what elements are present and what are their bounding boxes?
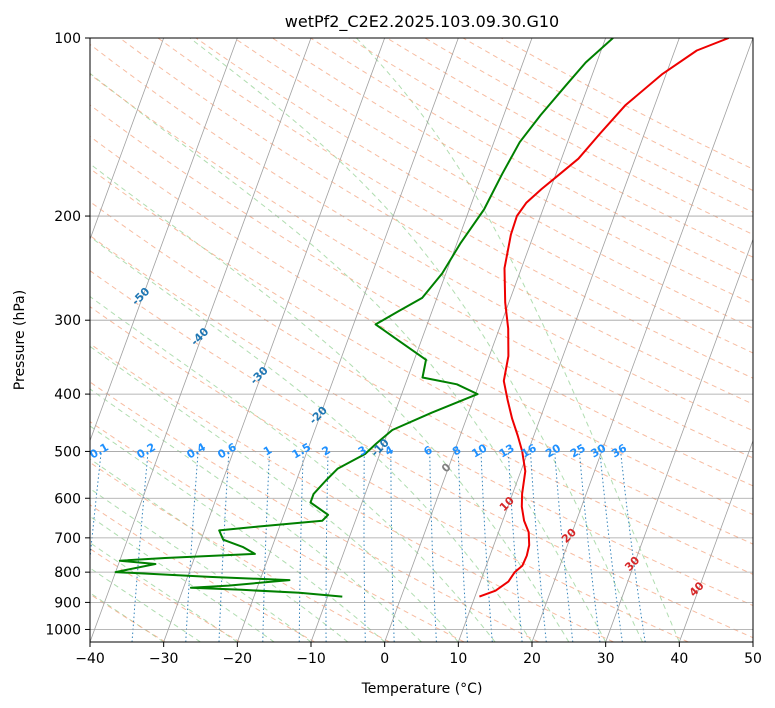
isotherm-line (310, 38, 533, 642)
isotherm-line (90, 38, 165, 241)
moist-adiabat (90, 163, 570, 642)
moist-adiabat (90, 592, 164, 642)
dewpoint-profile (114, 38, 614, 598)
y-tick-label: 700 (54, 531, 81, 547)
temperature-profile (479, 38, 730, 598)
moist-adiabat (90, 425, 386, 642)
mixing-ratio-lines (90, 451, 646, 642)
sounding-profiles (114, 38, 730, 598)
mixing-ratio-line (620, 451, 646, 642)
y-tick-label: 800 (54, 565, 81, 581)
moist-adiabat (90, 388, 422, 642)
dry-adiabat (90, 504, 315, 642)
dry-adiabat (90, 167, 753, 545)
y-tick-label: 1000 (45, 622, 81, 638)
isotherm-line (384, 38, 607, 642)
isotherm-line (163, 38, 386, 642)
isotherm-line (90, 38, 312, 642)
isotherm-label: -70 (18, 186, 41, 209)
y-tick-label: 600 (54, 491, 81, 507)
moist-adiabat (90, 236, 533, 642)
moist-adiabat (90, 542, 238, 642)
y-tick-label: 200 (54, 209, 81, 225)
isotherm-line (457, 38, 680, 642)
x-tick-label: 40 (670, 651, 688, 667)
x-tick-label: 0 (380, 651, 389, 667)
isotherm-line (605, 238, 753, 642)
x-tick-label: −30 (149, 651, 179, 667)
y-tick-label: 900 (54, 595, 81, 611)
pressure-grid (90, 38, 753, 630)
moist-adiabat (90, 345, 459, 642)
moist-adiabats (90, 38, 680, 642)
x-tick-label: −40 (75, 651, 105, 667)
y-tick-label: 500 (54, 444, 81, 460)
dry-adiabats (90, 38, 753, 642)
moist-adiabat (90, 515, 275, 642)
dry-adiabat (90, 270, 753, 639)
isotherm-line (531, 38, 753, 642)
mixing-ratio-line (599, 451, 623, 642)
mixing-ratio-line (554, 451, 574, 642)
y-tick-label: 300 (54, 313, 81, 329)
x-tick-label: 30 (597, 651, 615, 667)
isotherm-line (90, 38, 238, 442)
y-axis: 100 200 300 400 500 600 700 800 900 1000 (45, 31, 90, 638)
chart-title: wetPf2_C2E2.2025.103.09.30.G10 (285, 12, 559, 32)
dry-adiabat (90, 381, 540, 642)
moist-adiabat (189, 38, 643, 642)
x-tick-label: 20 (523, 651, 541, 667)
y-axis-title: Pressure (hPa) (12, 290, 28, 390)
isotherm-line (752, 640, 753, 642)
x-tick-label: 50 (744, 651, 762, 667)
y-tick-label: 100 (54, 31, 81, 47)
dry-adiabat (90, 73, 753, 459)
dry-adiabat (195, 38, 753, 354)
moist-adiabat (90, 295, 496, 642)
dry-adiabat (90, 343, 614, 642)
isotherm-line (236, 38, 459, 642)
dry-adiabat (90, 135, 753, 516)
mixing-ratio-line (578, 451, 601, 642)
x-axis-title: Temperature (°C) (361, 681, 483, 697)
dry-adiabat (119, 38, 753, 405)
y-tick-label: 400 (54, 387, 81, 403)
dry-adiabat (90, 421, 465, 642)
dry-adiabat (90, 306, 689, 642)
dry-adiabat (90, 548, 241, 642)
dry-adiabat (90, 201, 753, 575)
x-tick-label: −20 (223, 651, 253, 667)
mixing-ratio-line (90, 451, 102, 563)
plot-frame (89, 37, 754, 643)
x-axis: −40 −30 −20 −10 0 10 20 30 40 50 (75, 642, 762, 667)
moist-adiabat (90, 72, 607, 642)
x-tick-label: 10 (449, 651, 467, 667)
moist-adiabat (90, 567, 201, 642)
x-tick-label: −10 (296, 651, 326, 667)
moist-adiabat (356, 38, 680, 642)
plot-area: 0.10.20.40.611.52346810131620253036-100-… (18, 38, 753, 642)
dry-adiabat (272, 38, 753, 305)
isotherm-grid (90, 38, 753, 642)
isotherm-line (678, 439, 753, 642)
